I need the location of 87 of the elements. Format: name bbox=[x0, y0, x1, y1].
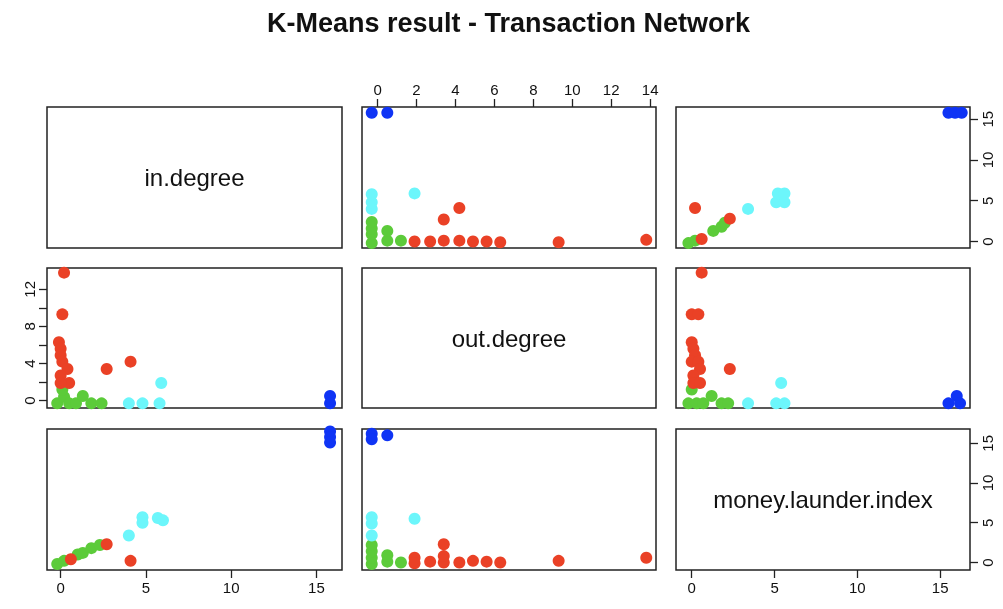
x-tick-label: 5 bbox=[770, 579, 779, 596]
point bbox=[942, 397, 955, 410]
point bbox=[954, 397, 967, 410]
point bbox=[466, 235, 479, 248]
point bbox=[122, 397, 135, 410]
point bbox=[381, 106, 394, 119]
x-tick-label: 12 bbox=[602, 81, 620, 98]
point bbox=[742, 202, 755, 215]
point bbox=[76, 389, 89, 402]
point bbox=[742, 397, 755, 410]
point bbox=[640, 551, 653, 564]
x-tick-label: 2 bbox=[412, 81, 421, 98]
point bbox=[85, 397, 98, 410]
x-tick-label: 10 bbox=[563, 81, 581, 98]
point bbox=[100, 363, 113, 376]
annotation: money.launder.index bbox=[713, 486, 933, 513]
point bbox=[552, 236, 565, 249]
point bbox=[100, 538, 113, 551]
point bbox=[437, 538, 450, 551]
x-tick-label: 6 bbox=[490, 81, 499, 98]
x-tick-label: 0 bbox=[56, 579, 65, 596]
point bbox=[365, 529, 378, 542]
x-tick-label: 10 bbox=[222, 579, 240, 596]
point bbox=[494, 236, 507, 249]
text: in.degree bbox=[144, 164, 245, 191]
point bbox=[58, 266, 71, 279]
point bbox=[394, 234, 407, 247]
point bbox=[408, 187, 421, 200]
point bbox=[689, 202, 702, 215]
point bbox=[424, 235, 437, 248]
point bbox=[453, 202, 466, 215]
point bbox=[122, 529, 135, 542]
point bbox=[494, 556, 507, 569]
point bbox=[95, 397, 108, 410]
y-tick-label: 0 bbox=[21, 396, 38, 405]
point bbox=[453, 556, 466, 569]
y-tick-label: 0 bbox=[979, 237, 996, 246]
x-tick-label: 0 bbox=[373, 81, 382, 98]
y-tick-label: 5 bbox=[979, 196, 996, 205]
text: out.degree bbox=[451, 324, 567, 352]
point bbox=[640, 233, 653, 246]
point bbox=[775, 376, 788, 389]
point bbox=[424, 555, 437, 568]
point bbox=[381, 224, 394, 237]
text: K-Means result - Transaction Network bbox=[265, 8, 752, 39]
point bbox=[408, 512, 421, 525]
point bbox=[480, 555, 493, 568]
point bbox=[381, 234, 394, 247]
point bbox=[453, 234, 466, 247]
point bbox=[153, 397, 166, 410]
y-tick-label: 10 bbox=[979, 151, 996, 169]
point bbox=[705, 389, 718, 402]
point bbox=[723, 212, 736, 225]
y-tick-label: 12 bbox=[21, 280, 38, 298]
point bbox=[466, 554, 479, 567]
point bbox=[124, 355, 137, 368]
x-tick-label: 15 bbox=[308, 579, 325, 596]
point bbox=[723, 363, 736, 376]
point bbox=[136, 397, 149, 410]
point bbox=[695, 233, 708, 246]
x-tick-label: 8 bbox=[529, 81, 538, 98]
x-tick-label: 15 bbox=[931, 579, 949, 596]
y-tick-label: 0 bbox=[979, 558, 996, 567]
point bbox=[552, 554, 565, 567]
point bbox=[480, 235, 493, 248]
x-tick-label: 0 bbox=[687, 579, 696, 596]
x-tick-label: 14 bbox=[641, 81, 659, 98]
y-tick-label: 4 bbox=[21, 359, 38, 368]
y-tick-label: 10 bbox=[979, 474, 996, 492]
y-tick-label: 5 bbox=[979, 518, 996, 527]
x-tick-label: 4 bbox=[451, 81, 460, 98]
point bbox=[381, 429, 394, 442]
point bbox=[365, 106, 378, 119]
point bbox=[64, 553, 77, 566]
x-tick-label: 10 bbox=[849, 579, 866, 596]
point bbox=[695, 266, 708, 279]
point bbox=[408, 235, 421, 248]
point bbox=[437, 234, 450, 247]
x-tick-label: 5 bbox=[141, 579, 151, 596]
y-tick-label: 8 bbox=[21, 322, 38, 331]
y-tick-label: 15 bbox=[979, 110, 996, 128]
point bbox=[124, 554, 137, 567]
y-tick-label: 15 bbox=[979, 434, 996, 452]
point bbox=[56, 308, 69, 321]
point bbox=[155, 376, 168, 389]
point bbox=[394, 556, 407, 569]
point bbox=[437, 213, 450, 226]
